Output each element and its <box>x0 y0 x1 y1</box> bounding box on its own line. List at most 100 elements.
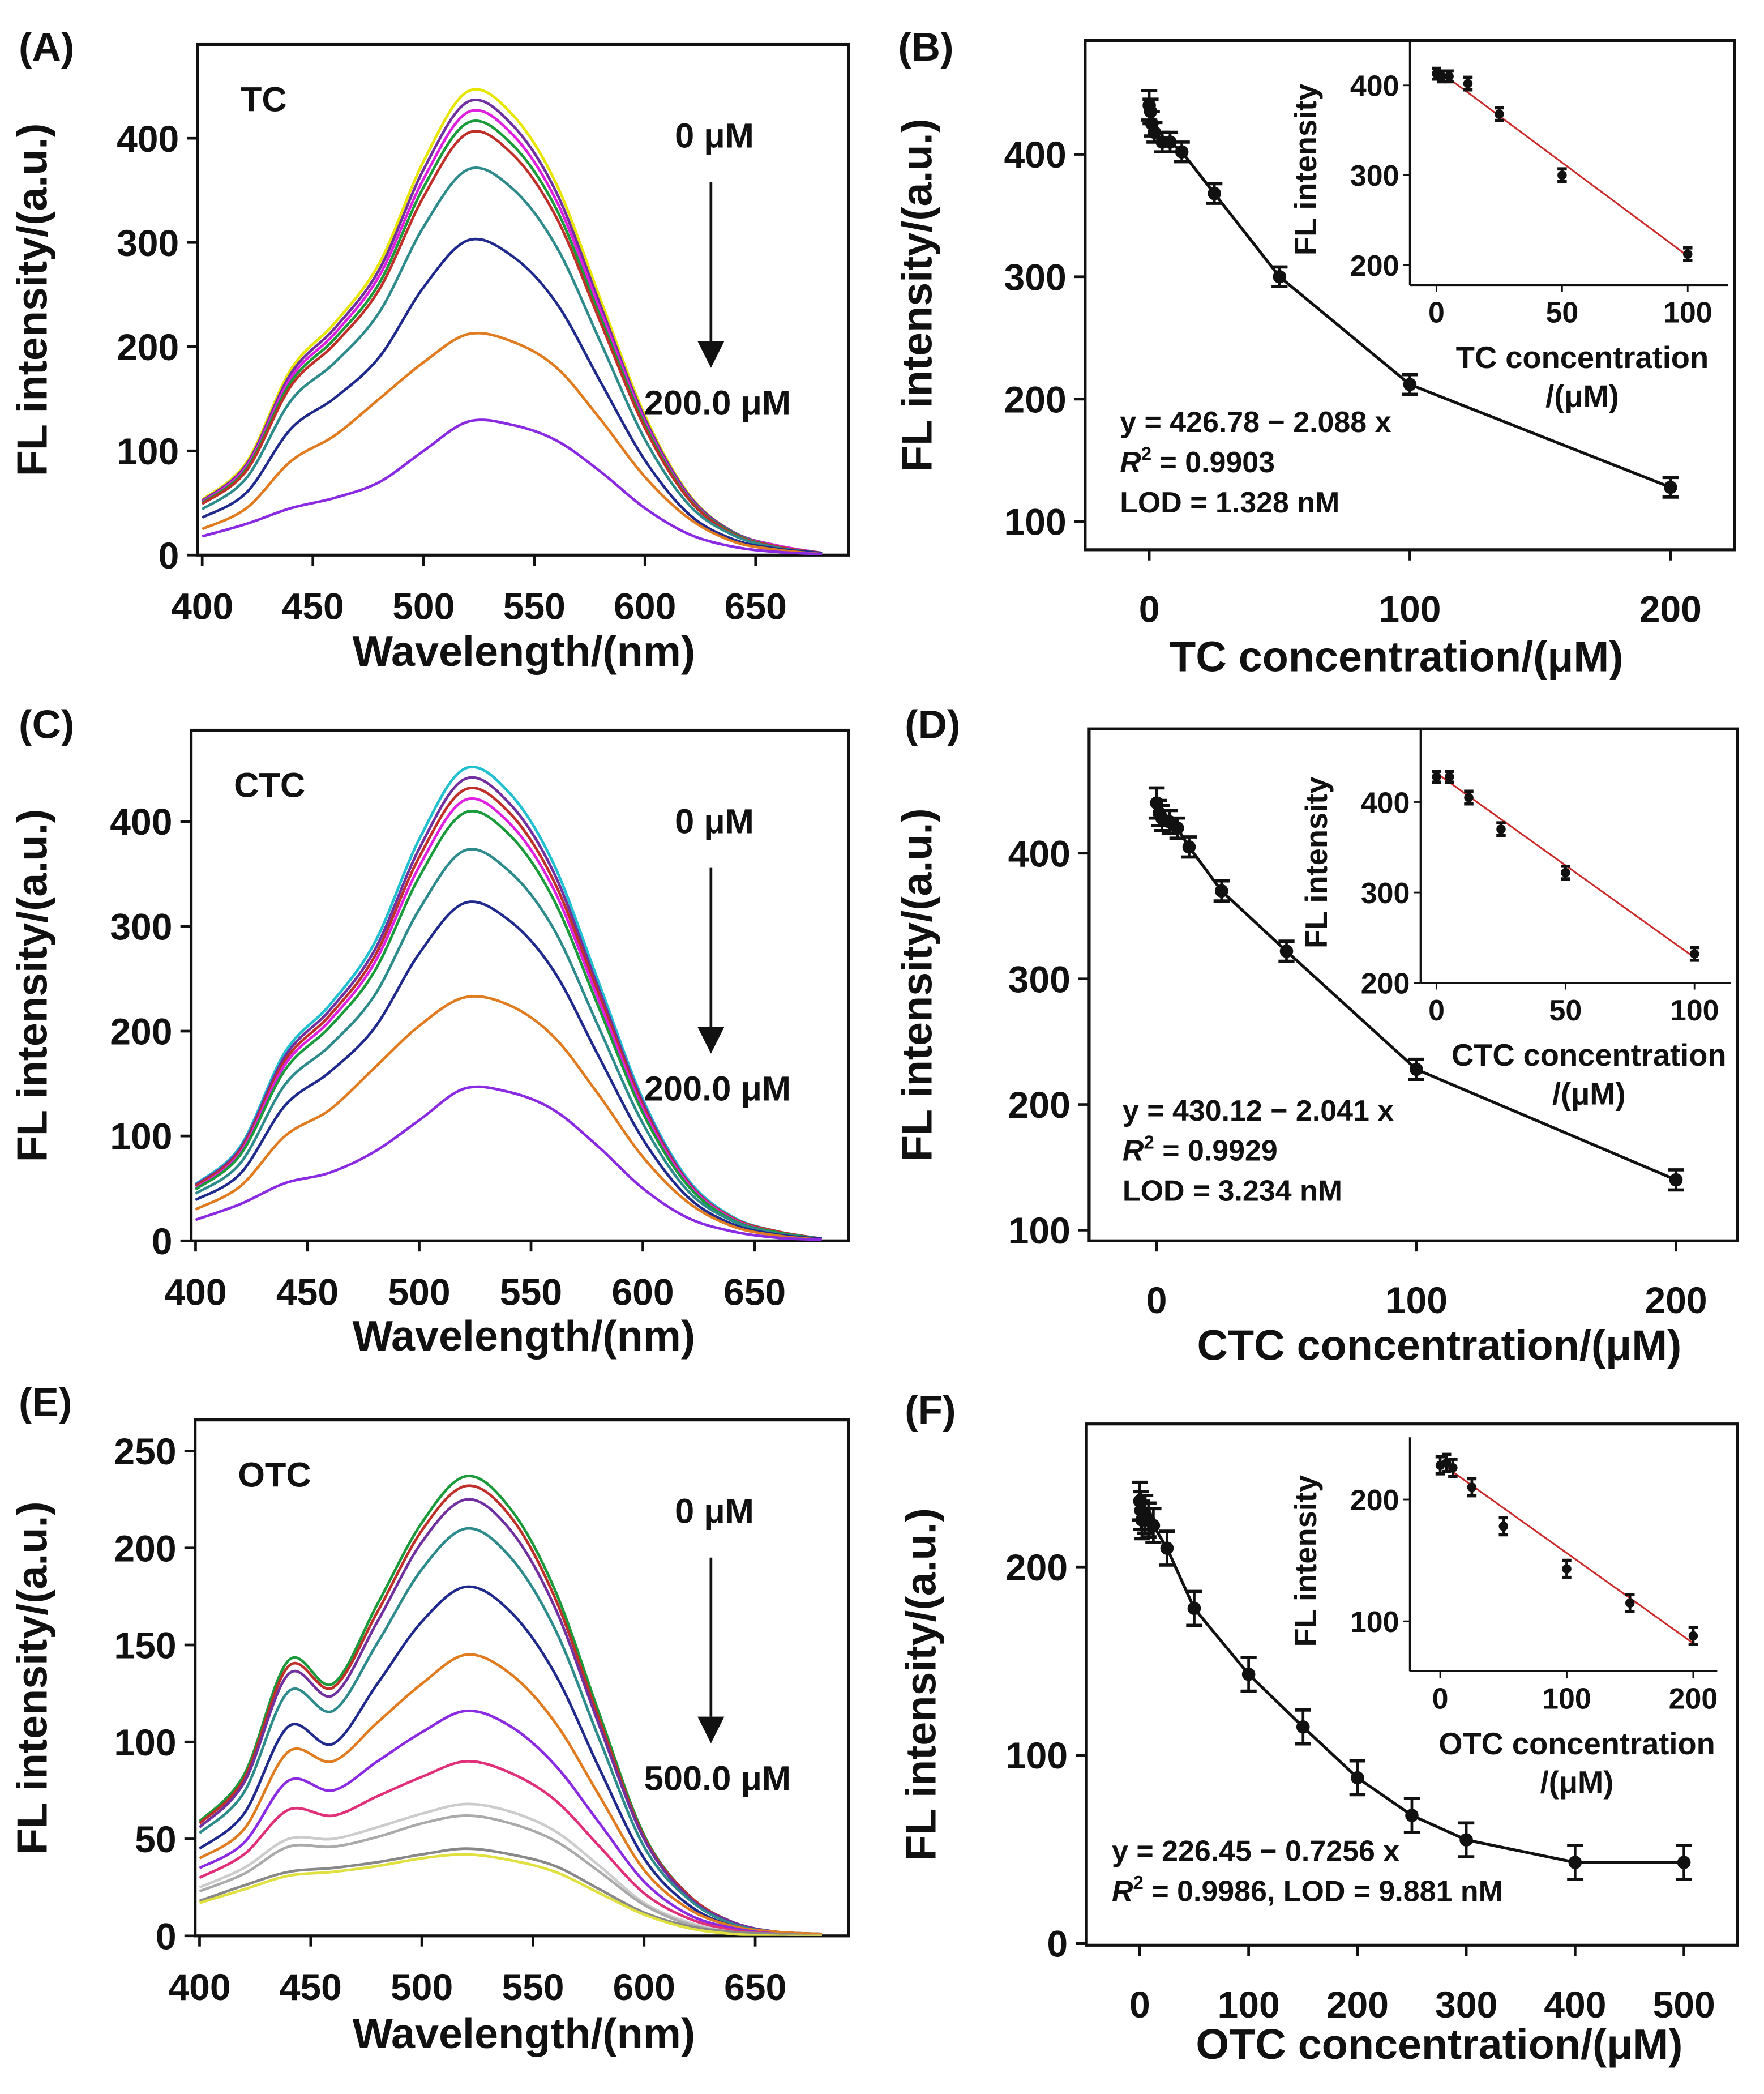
x-tick-label: 0 <box>1428 994 1445 1027</box>
y-tick-label: 400 <box>1361 787 1410 819</box>
end-concentration-label: 200.0 μM <box>644 383 791 422</box>
x-tick-label: 200 <box>1669 1683 1718 1716</box>
spectrum-line <box>201 130 823 554</box>
spectrum-line <box>195 995 822 1241</box>
x-tick-label: 300 <box>1435 1984 1497 2026</box>
spectrum-line <box>202 418 823 555</box>
x-tick-label: 0 <box>1146 1280 1167 1322</box>
start-concentration-label: 0 μM <box>675 802 754 841</box>
r-exponent: 2 <box>1144 1132 1154 1153</box>
spectrum-line <box>199 1585 822 1935</box>
spectrum-line <box>202 237 823 554</box>
spectrum-line <box>194 787 822 1240</box>
r-exponent: 2 <box>1133 1873 1144 1894</box>
inset-chart: 0 100 200 100 200 OTC concentration /(μM) FL in… <box>1288 1437 1718 1800</box>
x-tick-label: 650 <box>725 586 787 628</box>
x-tick-label: 50 <box>1545 297 1578 330</box>
data-point <box>1146 1519 1161 1532</box>
data-point <box>1273 270 1287 284</box>
inset-x-axis-unit: /(μM) <box>1545 379 1619 413</box>
spectrum-line <box>195 1085 822 1241</box>
data-point <box>1163 135 1177 149</box>
r-squared: R2 = 0.9929 <box>1123 1132 1278 1167</box>
data-point <box>1561 867 1570 878</box>
inset-x-axis-title: TC concentration <box>1456 340 1709 375</box>
x-tick-label: 100 <box>1378 588 1441 630</box>
x-tick-label: 600 <box>614 586 676 628</box>
x-tick-label: 50 <box>1549 994 1582 1027</box>
spectrum-line <box>199 1760 822 1936</box>
x-tick-label: 100 <box>1663 297 1712 330</box>
data-point <box>1463 79 1473 88</box>
y-tick-label: 400 <box>1004 134 1067 176</box>
data-point <box>1562 1564 1572 1574</box>
data-point <box>1437 71 1446 82</box>
y-tick-label: 400 <box>1350 70 1399 103</box>
y-tick-label: 300 <box>1361 877 1410 910</box>
inset-x-axis-title: CTC concentration <box>1452 1038 1727 1072</box>
y-tick-label: 200 <box>110 1011 172 1053</box>
data-point <box>1459 1833 1473 1847</box>
data-point <box>1689 949 1699 959</box>
x-tick-label: 550 <box>500 1272 562 1314</box>
data-point <box>1171 821 1184 835</box>
spectrum-line <box>201 109 823 554</box>
panel-c: (C) 400 450 500 550 600 650 0 100 200 300 400 Wavele… <box>9 703 850 1360</box>
y-axis-title: FL intensity/(a.u.) <box>9 1501 57 1854</box>
spectrum-line <box>201 119 823 554</box>
panel-label: (D) <box>905 703 960 747</box>
data-point <box>1557 170 1567 180</box>
inset-x-axis-title: OTC concentration <box>1438 1727 1715 1761</box>
data-point <box>1410 1062 1423 1076</box>
x-tick-label: 0 <box>1428 297 1445 330</box>
panel-e: (E) 400 450 500 550 600 650 0 50 100 150 200 250 Wave… <box>9 1381 850 2058</box>
data-point <box>1498 1522 1509 1531</box>
y-tick-label: 300 <box>1008 959 1071 1001</box>
x-tick-label: 100 <box>1385 1280 1448 1322</box>
y-tick-label: 0 <box>152 1221 173 1263</box>
fit-line <box>1440 1462 1694 1644</box>
x-tick-label: 200 <box>1326 1984 1389 2026</box>
x-tick-label: 650 <box>724 1967 786 2008</box>
y-tick-label: 50 <box>135 1819 177 1861</box>
spectrum-line <box>199 1853 822 1936</box>
lod-text: LOD = 1.328 nM <box>1120 486 1339 519</box>
x-axis-title: Wavelength/(nm) <box>353 628 696 676</box>
data-point <box>1296 1720 1310 1734</box>
panel-label: (B) <box>898 25 953 70</box>
end-concentration-label: 500.0 μM <box>644 1759 791 1798</box>
data-point <box>1241 1667 1256 1681</box>
spectrum-line <box>195 900 822 1240</box>
data-point <box>1688 1631 1698 1641</box>
fit-line <box>1436 68 1689 257</box>
r-squared-value: = 0.9903 <box>1151 446 1275 479</box>
spectrum-line <box>198 1498 822 1935</box>
y-tick-label: 400 <box>1008 833 1071 875</box>
regression-equation: y = 430.12 − 2.041 x <box>1123 1095 1394 1127</box>
y-tick-label: 200 <box>1350 1484 1399 1517</box>
arrow-head-icon <box>697 341 725 368</box>
panel-label: (A) <box>19 25 74 70</box>
inset-chart: 0 50 100 200 300 400 TC concentration /(μM) FL i… <box>1288 40 1728 413</box>
data-point <box>1448 1463 1458 1473</box>
plot-frame <box>194 1418 850 1938</box>
y-tick-label: 400 <box>117 118 179 160</box>
y-axis-title: FL intensity/(a.u.) <box>893 118 941 472</box>
spectrum-line <box>198 1484 822 1935</box>
x-tick-label: 500 <box>1652 1984 1715 2026</box>
x-axis-title: CTC concentration/(μM) <box>1197 1322 1681 1369</box>
spectrum-line <box>201 166 823 554</box>
data-point <box>1568 1856 1582 1869</box>
y-tick-label: 100 <box>1350 1606 1399 1639</box>
inset-y-axis-title: FL intensity <box>1299 776 1334 948</box>
data-point <box>1160 1541 1174 1555</box>
data-point <box>1208 186 1221 200</box>
data-point <box>1215 884 1228 898</box>
regression-equation: y = 426.78 − 2.088 x <box>1120 406 1391 439</box>
y-tick-label: 200 <box>1350 250 1399 283</box>
r-squared-value: = 0.9986, LOD = 9.881 nM <box>1144 1875 1503 1908</box>
y-tick-label: 100 <box>1005 1735 1068 1777</box>
y-tick-label: 300 <box>1350 160 1399 193</box>
data-point <box>1467 1482 1477 1492</box>
